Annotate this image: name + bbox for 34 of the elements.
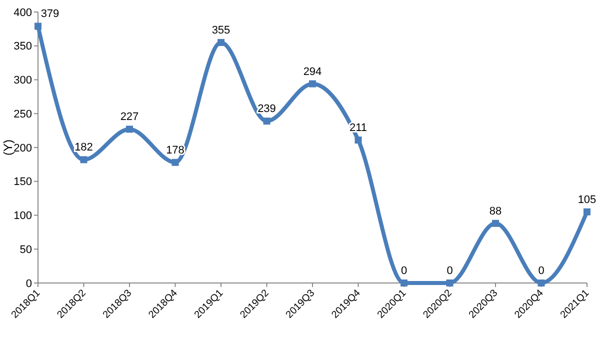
point: [172, 158, 179, 166]
point: [80, 156, 88, 164]
point: [218, 38, 224, 46]
point: [34, 22, 42, 30]
data-label: 355: [212, 24, 230, 36]
point: [263, 118, 270, 125]
data-label: 379: [40, 8, 60, 20]
data-label: 105: [578, 194, 596, 206]
y-tick-label: 300: [14, 74, 32, 87]
y-tick-label: 50: [20, 244, 32, 256]
y-tick-label: 0: [26, 278, 32, 290]
point: [538, 280, 545, 286]
y-tick-label: 150: [14, 176, 32, 188]
data-label: 239: [258, 103, 276, 116]
point: [446, 280, 454, 286]
data-label: 0: [538, 265, 544, 277]
data-label: 294: [303, 66, 322, 78]
y-tick-label: 100: [14, 210, 32, 222]
data-label: 182: [74, 142, 93, 154]
point: [126, 126, 133, 133]
point: [584, 208, 590, 216]
y-tick-label: 250: [14, 108, 32, 120]
point: [400, 280, 408, 286]
point: [492, 220, 499, 227]
data-label: 227: [120, 111, 139, 124]
y-tick-label: 400: [14, 6, 32, 19]
y-axis-title: (Y): [1, 140, 15, 156]
data-label: 88: [489, 205, 502, 218]
point: [354, 136, 362, 144]
data-label: 0: [446, 265, 453, 277]
y-tick-label: 350: [14, 40, 32, 53]
point: [309, 80, 316, 88]
data-label: 0: [400, 265, 408, 277]
y-tick-label: 200: [14, 142, 32, 154]
